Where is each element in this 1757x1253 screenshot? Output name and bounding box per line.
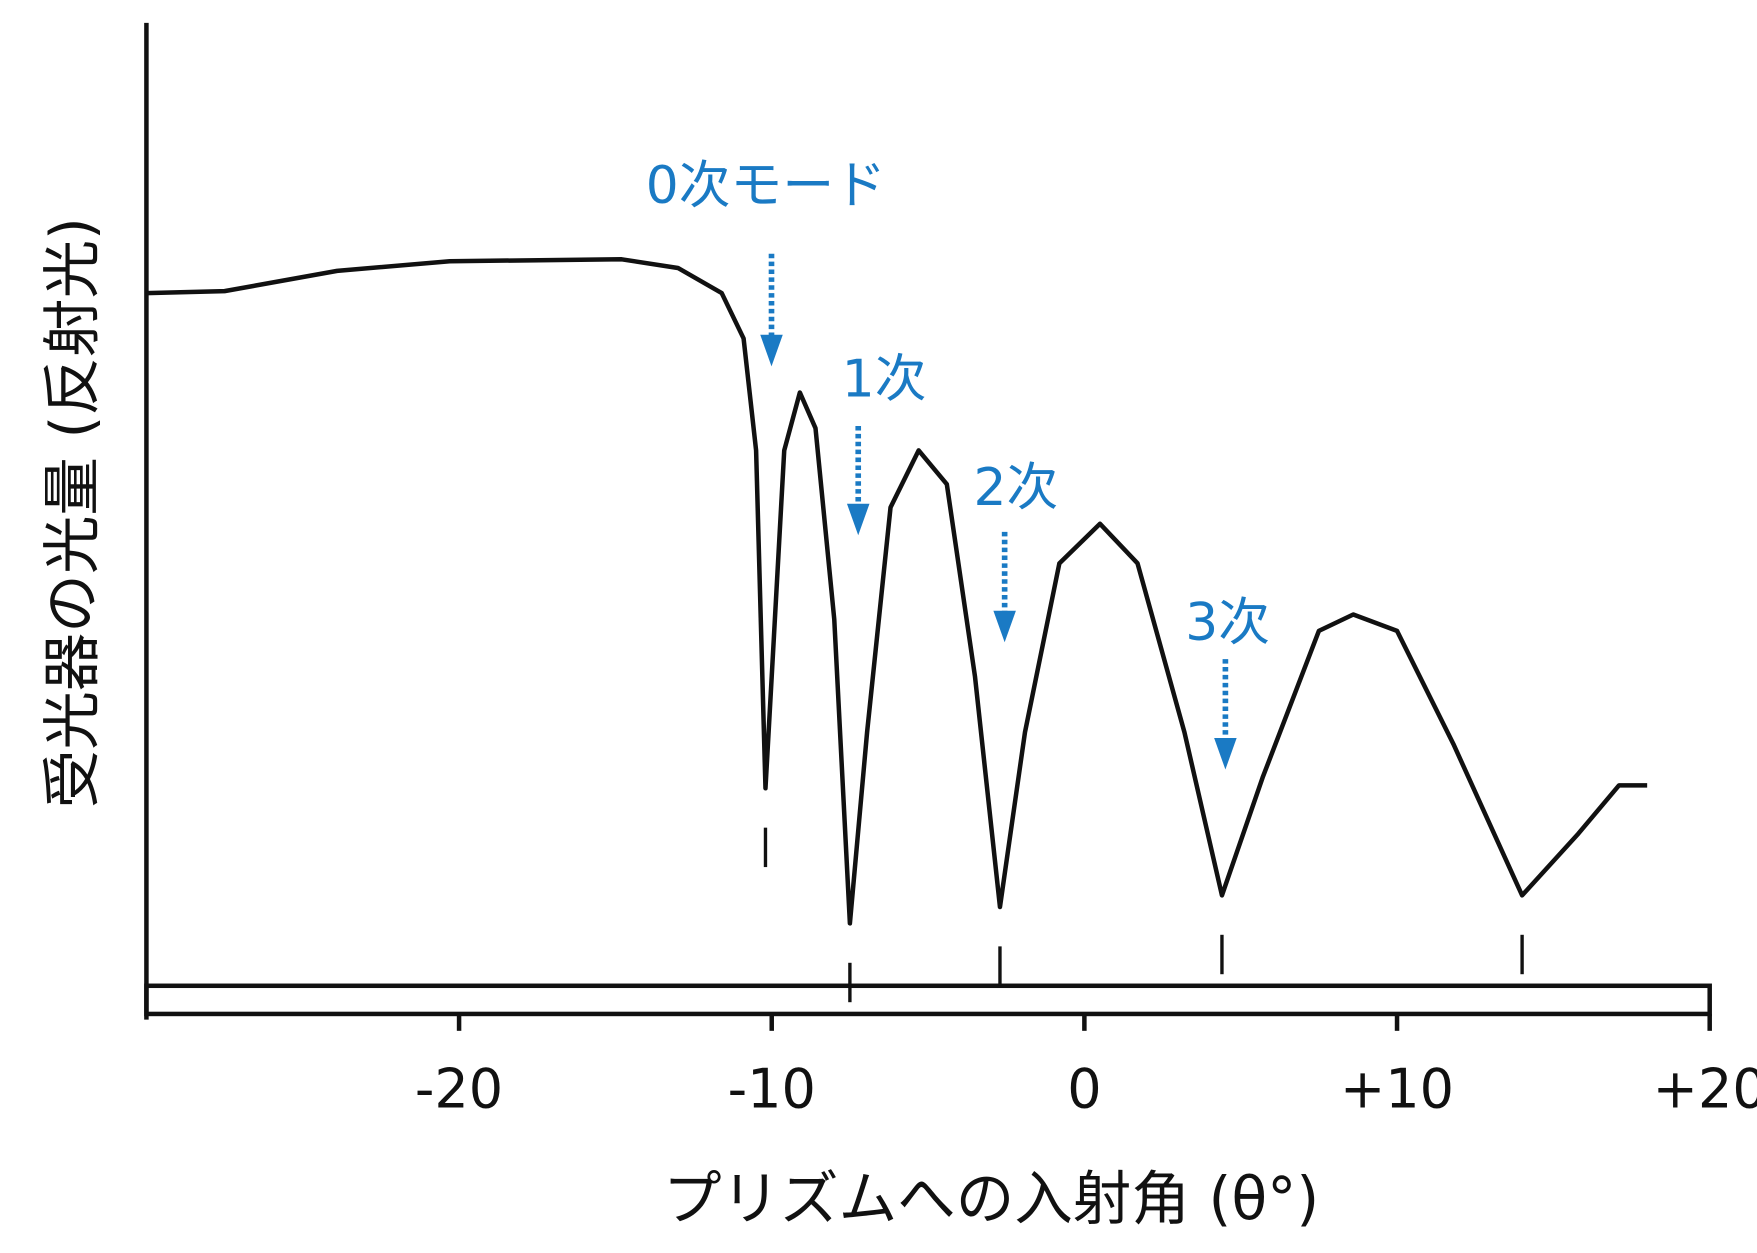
annotation: 1次 xyxy=(842,350,927,410)
y-axis-label: 受光器の光量 (反射光) xyxy=(38,217,106,808)
x-tick-label: +10 xyxy=(1340,1057,1454,1120)
x-axis xyxy=(144,983,1712,1017)
annotation: 0次モード xyxy=(646,156,886,216)
annotation-arrowhead xyxy=(993,610,1016,643)
annotation-arrowhead xyxy=(846,503,870,536)
x-tick-label: -10 xyxy=(728,1057,816,1120)
annotation: 3次 xyxy=(1185,593,1270,653)
x-axis-label: プリズムへの入射角 (θ°) xyxy=(663,1165,1319,1233)
x-tick-label: 0 xyxy=(1067,1057,1101,1120)
annotation-arrowhead xyxy=(1214,738,1237,770)
x-tick-label: -20 xyxy=(415,1057,503,1120)
annotation-arrowhead xyxy=(760,334,783,367)
annotation: 2次 xyxy=(974,458,1059,518)
x-tick-label: +20 xyxy=(1653,1057,1757,1120)
data-line xyxy=(146,257,1648,926)
